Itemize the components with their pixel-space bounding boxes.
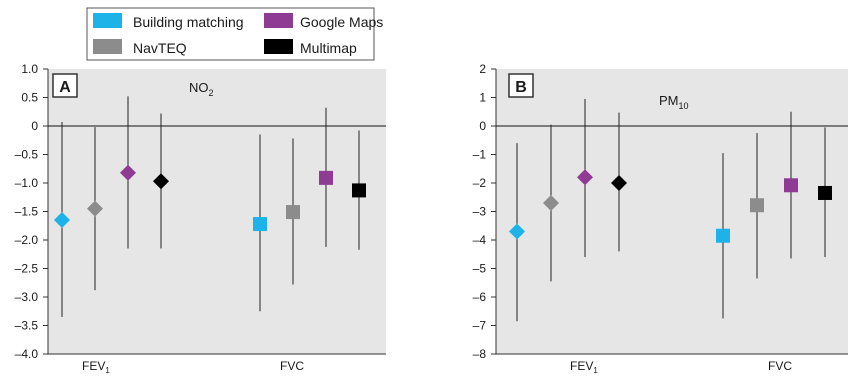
panel-a-y-tick-label: 1.0 bbox=[21, 62, 38, 76]
legend-label-navteq: NavTEQ bbox=[133, 40, 187, 56]
panel-a-y-tick-label: –3.5 bbox=[15, 319, 39, 333]
panel-a-title-main: NO bbox=[189, 80, 209, 95]
panel-a-y-tick-label: 0.5 bbox=[21, 91, 38, 105]
panel-a-y-tick-label: –1.0 bbox=[15, 176, 39, 190]
legend-swatch-multimap bbox=[264, 39, 293, 54]
panel-b-title: PM10 bbox=[659, 93, 689, 111]
panel-b-title-main: PM bbox=[659, 93, 679, 108]
panel-a-xlabel-fev-main: FEV bbox=[82, 359, 105, 373]
panel-a-y-ticks: 1.0 0.5 0 –0.5 –1.0 –1.5 –2.0 –2.5 –3.0 –3.5 –4.0 bbox=[15, 62, 48, 361]
panel-b-y-ticks: 2 1 0 –1 –2 –3 –4 –5 –6 –7 –8 bbox=[473, 62, 496, 361]
panel-b-building-matching-fev-estimate-marker bbox=[509, 223, 525, 240]
panel-b-y-tick-label: 0 bbox=[479, 119, 486, 133]
panel-b-y-tick-label: –1 bbox=[473, 148, 487, 162]
panel-a-y-tick-label: 0 bbox=[31, 119, 38, 133]
panel-a-title-sub: 2 bbox=[209, 88, 214, 98]
panel-a-y-tick-label: –3.0 bbox=[15, 290, 39, 304]
panel-a-google-maps-fvc-estimate-marker bbox=[319, 170, 333, 185]
panel-b-navteq-fev-estimate-marker bbox=[543, 194, 559, 211]
panel-a-navteq-fev-estimate-marker bbox=[87, 200, 103, 217]
panel-b-xlabel-fev: FEV1 bbox=[570, 359, 598, 375]
legend-swatch-google-maps bbox=[264, 13, 293, 28]
panel-b-building-matching-fvc-estimate-marker bbox=[716, 228, 730, 243]
panel-a-plot-area bbox=[48, 69, 386, 354]
legend: Building matching Google Maps NavTEQ Mul… bbox=[86, 7, 383, 61]
panel-a-label: A bbox=[59, 79, 71, 96]
panel-b-y-tick-label: –8 bbox=[473, 347, 487, 361]
panel-b-google-maps-fvc-estimate-marker bbox=[784, 178, 798, 193]
panel-b-label: B bbox=[515, 79, 527, 96]
panel-b-y-tick-label: –7 bbox=[473, 319, 487, 333]
panel-a: 1.00.50–0.5–1.0–1.5–2.0–2.5–3.0–3.5–4.0 … bbox=[15, 62, 386, 375]
panel-b-title-sub: 10 bbox=[679, 101, 689, 111]
panel-b-y-tick-label: –4 bbox=[473, 233, 487, 247]
panel-a-y-tick-label: –4.0 bbox=[15, 347, 39, 361]
panel-b: 210–1–2–3–4–5–6–7–8 B PM10 FEV1 FVC bbox=[473, 62, 848, 375]
legend-swatch-navteq bbox=[93, 39, 122, 54]
panel-a-y-tick-label: –1.5 bbox=[15, 205, 39, 219]
legend-box bbox=[86, 7, 375, 61]
panel-a-y-tick-label: –2.5 bbox=[15, 262, 39, 276]
panel-a-xlabel-fvc: FVC bbox=[280, 359, 304, 373]
panel-b-y-tick-label: 2 bbox=[479, 62, 486, 76]
legend-swatch-building-matching bbox=[93, 13, 122, 28]
panel-b-navteq-fvc-estimate-marker bbox=[750, 198, 764, 213]
panel-a-google-maps-fev-estimate-marker bbox=[120, 164, 136, 181]
panel-b-y-tick-label: –2 bbox=[473, 176, 487, 190]
panel-b-xlabel-fvc: FVC bbox=[768, 359, 792, 373]
panel-b-label-box bbox=[508, 73, 534, 98]
panel-a-multimap-fev-estimate-marker bbox=[153, 173, 169, 190]
panel-a-y-tick-label: –2.0 bbox=[15, 233, 39, 247]
panel-a-title: NO2 bbox=[189, 80, 214, 98]
panel-b-y-tick-label: 1 bbox=[479, 91, 486, 105]
panel-b-y-tick-label: –3 bbox=[473, 205, 487, 219]
panel-b-google-maps-fev-estimate-marker bbox=[577, 169, 593, 186]
panel-b-xlabel-fev-main: FEV bbox=[570, 359, 593, 373]
legend-label-building-matching: Building matching bbox=[133, 14, 244, 30]
legend-label-google-maps: Google Maps bbox=[300, 14, 383, 30]
panel-b-y-tick-label: –6 bbox=[473, 290, 487, 304]
panel-a-navteq-fvc-estimate-marker bbox=[286, 205, 300, 220]
panel-a-marks bbox=[48, 96, 386, 317]
panel-b-xlabel-fev-sub: 1 bbox=[593, 366, 598, 375]
panel-a-building-matching-fev-estimate-marker bbox=[54, 212, 70, 229]
panel-a-multimap-fvc-estimate-marker bbox=[352, 183, 366, 198]
panel-a-building-matching-fvc-estimate-marker bbox=[253, 217, 267, 232]
panel-b-marks bbox=[496, 98, 848, 322]
legend-label-multimap: Multimap bbox=[300, 40, 357, 56]
panel-b-multimap-fev-estimate-marker bbox=[611, 175, 627, 191]
panel-a-xlabel-fev: FEV1 bbox=[82, 359, 110, 375]
panel-b-plot-area bbox=[496, 69, 848, 354]
panel-b-multimap-fvc-estimate-marker bbox=[818, 185, 832, 200]
panel-a-xlabel-fev-sub: 1 bbox=[105, 366, 110, 375]
panel-a-label-box bbox=[52, 73, 78, 98]
panel-a-y-tick-label: –0.5 bbox=[15, 148, 39, 162]
panel-b-y-tick-label: –5 bbox=[473, 262, 487, 276]
